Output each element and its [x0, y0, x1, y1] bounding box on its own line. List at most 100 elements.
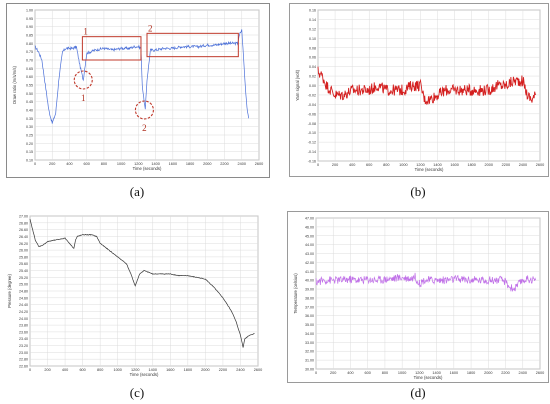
data-point [179, 275, 180, 276]
y-tick-label: 31.00 [305, 359, 314, 363]
y-axis-label: Draw ratio (m/s/m/s) [12, 66, 17, 104]
data-point [32, 229, 33, 230]
x-tick-label: 2200 [220, 162, 228, 166]
annotation-label: 1 [81, 93, 86, 103]
data-point [535, 95, 536, 96]
y-tick-label: 23.60 [19, 330, 28, 334]
x-tick-label: 2600 [536, 163, 544, 167]
y-tick-label: 0.10 [26, 159, 33, 163]
data-point [173, 48, 174, 49]
data-point [112, 50, 113, 51]
data-point [320, 281, 321, 282]
x-tick-label: 1400 [151, 162, 159, 166]
data-point [231, 311, 232, 312]
data-point [367, 279, 368, 280]
data-point [73, 48, 74, 49]
y-tick-label: 25.00 [19, 283, 28, 287]
data-point [104, 48, 105, 49]
data-point [76, 46, 77, 47]
y-tick-label: 0.55 [26, 84, 33, 88]
data-point [423, 280, 424, 281]
x-tick-label: 600 [79, 368, 85, 372]
y-tick-label: 35.00 [305, 323, 314, 327]
x-tick-label: 400 [347, 371, 353, 375]
chart-d-svg: 30.00 31.00 32.00 33.00 34.00 35.00 36.00 37.00… [293, 217, 544, 381]
data-point [527, 279, 528, 280]
y-tick-label: 24.20 [19, 310, 28, 314]
data-point [55, 113, 56, 114]
y-tick-label: 0.14 [309, 18, 316, 22]
y-tick-label: 0.80 [26, 42, 33, 46]
x-tick-label: 1400 [149, 368, 157, 372]
data-point [145, 110, 146, 111]
y-tick-label: 0.40 [26, 109, 33, 113]
x-tick-label: 800 [383, 163, 389, 167]
data-point [142, 85, 143, 86]
data-point [463, 90, 464, 91]
data-point [240, 335, 241, 336]
x-tick-label: 1800 [467, 371, 475, 375]
data-point [518, 284, 519, 285]
y-tick-label: 0.60 [26, 75, 33, 79]
y-tick-label: -0.02 [308, 93, 316, 97]
x-tick-label: 0 [315, 371, 317, 375]
data-point [144, 270, 145, 271]
x-tick-label: 2600 [254, 368, 262, 372]
data-point [479, 280, 480, 281]
y-tick-label: 38.00 [305, 296, 314, 300]
x-axis-label: Time (seconds) [415, 167, 444, 172]
data-point [415, 276, 416, 277]
data-point [316, 282, 317, 283]
data-point [236, 321, 237, 322]
series-line [29, 219, 255, 348]
annotation-label: 2 [148, 23, 153, 33]
data-point [65, 238, 66, 239]
y-tick-label: 34.00 [305, 332, 314, 336]
data-point [247, 106, 248, 107]
data-point [214, 287, 215, 288]
y-tick-label: 0.30 [26, 125, 33, 129]
data-point [30, 219, 31, 220]
data-point [424, 99, 425, 100]
data-point [74, 248, 75, 249]
data-point [318, 71, 319, 72]
x-tick-label: 200 [49, 162, 55, 166]
x-tick-label: 600 [366, 163, 372, 167]
x-tick-label: 800 [101, 162, 107, 166]
y-tick-label: 0.08 [309, 46, 316, 50]
y-tick-label: 25.20 [19, 276, 28, 280]
data-point [134, 46, 135, 47]
data-point [109, 250, 110, 251]
annotation-label: 2 [142, 123, 147, 133]
y-tick-label: 32.00 [305, 350, 314, 354]
data-point [62, 51, 63, 52]
data-point [445, 280, 446, 281]
data-point [35, 46, 36, 47]
y-tick-label: -0.12 [308, 141, 316, 145]
y-tick-label: 24.60 [19, 296, 28, 300]
data-point [150, 50, 151, 51]
data-point [83, 80, 84, 81]
data-point [223, 298, 224, 299]
data-point [66, 48, 67, 49]
data-point [248, 118, 249, 119]
y-axis-label: Temperature (celsius) [293, 273, 298, 314]
data-point [245, 338, 246, 339]
y-axis-label: Yarn signal (volt) [295, 69, 300, 101]
x-tick-label: 1600 [166, 368, 174, 372]
series-line [317, 66, 537, 106]
data-point [352, 90, 353, 91]
y-tick-label: 0.02 [309, 75, 316, 79]
y-tick-label: 25.40 [19, 269, 28, 273]
x-tick-label: 400 [62, 368, 68, 372]
data-point [233, 43, 234, 44]
x-tick-label: 800 [97, 368, 103, 372]
chart-c-svg: 22.60 22.80 23.00 23.20 23.40 23.60 23.80 24.00… [7, 215, 262, 378]
x-tick-label: 1400 [433, 163, 441, 167]
data-point [69, 48, 70, 49]
x-tick-label: 2000 [203, 162, 211, 166]
data-point [243, 347, 244, 348]
data-point [514, 80, 515, 81]
y-tick-label: 0.12 [309, 27, 316, 31]
y-tick-label: 46.00 [305, 225, 314, 229]
